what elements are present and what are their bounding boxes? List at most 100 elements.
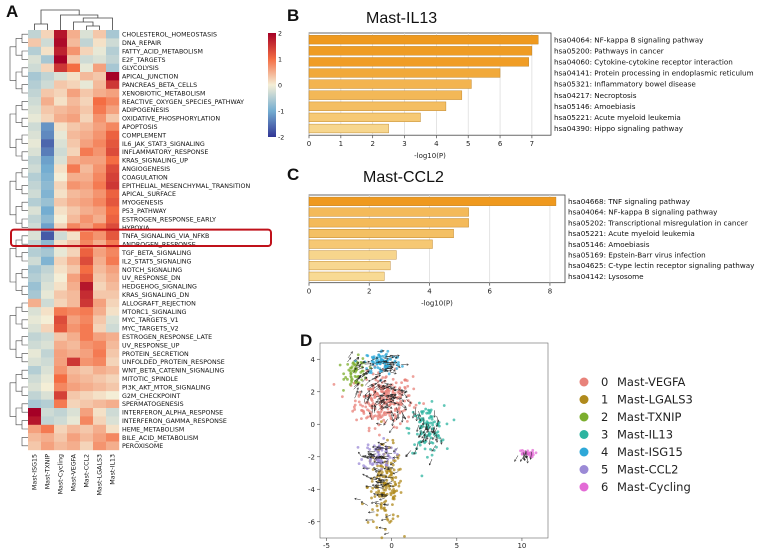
heatmap-cell (67, 214, 81, 224)
cell-dot (351, 369, 355, 373)
cell-dot (372, 356, 376, 360)
heatmap-row-label: APICAL_JUNCTION (122, 74, 179, 81)
heatmap-cell (67, 206, 81, 215)
cell-dot (368, 387, 371, 391)
velocity-arrow (381, 460, 389, 464)
heatmap-cell (93, 357, 107, 367)
velocity-arrowhead (373, 404, 376, 408)
heatmap-column-label: Mast-VEGFA (71, 453, 78, 491)
cell-dot (386, 407, 390, 411)
heatmap-cell (80, 265, 94, 274)
bar (308, 35, 539, 45)
cell-dot (427, 408, 430, 412)
cell-dot (412, 387, 416, 391)
heatmap-row-label: ESTROGEN_RESPONSE_LATE (122, 334, 212, 341)
heatmap-cell (93, 282, 107, 291)
velocity-arrowhead (378, 447, 382, 450)
velocity-arrowhead (386, 357, 390, 360)
velocity-arrowhead (385, 398, 388, 401)
panel-c-title: Mast-CCL2 (363, 169, 444, 186)
velocity-arrowhead (358, 377, 361, 380)
heatmap-cell (54, 441, 68, 451)
dendrogram-branch (21, 269, 28, 279)
heatmap-cell (106, 424, 120, 434)
velocity-arrow (420, 437, 425, 444)
heatmap-row-label: MTORC1_SIGNALING (122, 309, 187, 316)
velocity-arrow (381, 384, 389, 389)
velocity-arrowhead (366, 397, 369, 401)
cell-dot (383, 506, 386, 510)
cell-dot (396, 514, 400, 518)
velocity-arrow (385, 361, 394, 364)
cell-dot (378, 413, 382, 416)
velocity-arrowhead (392, 396, 395, 399)
cell-dot (344, 376, 348, 379)
cell-dot (373, 427, 377, 430)
cell-dot (367, 429, 371, 433)
velocity-arrowhead (386, 384, 389, 387)
velocity-arrowhead (359, 376, 362, 379)
heatmap-cell (93, 240, 107, 249)
bar-category-label: hsa05321: Inflammatory bowel disease (554, 80, 696, 89)
velocity-arrowhead (419, 427, 422, 430)
heatmap-cell (54, 63, 68, 73)
cell-dot (429, 421, 432, 425)
heatmap-cell (28, 38, 42, 47)
cell-dot (392, 468, 396, 472)
heatmap-cell (67, 382, 81, 392)
heatmap-cell (28, 315, 42, 325)
heatmap-column-label: Mast-IL13 (110, 454, 117, 485)
legend-cluster-id: 2 (601, 410, 608, 424)
cell-dot (359, 370, 363, 374)
heatmap-cell (67, 164, 81, 173)
velocity-arrowhead (367, 511, 371, 514)
velocity-arrowhead (384, 368, 388, 371)
cell-dot (364, 405, 368, 409)
velocity-arrow (389, 386, 396, 392)
velocity-arrowhead (369, 362, 373, 366)
cell-dot (377, 491, 381, 495)
velocity-arrowhead (380, 401, 383, 404)
heatmap-cell (28, 97, 42, 106)
cell-dot (365, 467, 369, 471)
velocity-arrowhead (367, 360, 371, 364)
heatmap-cell (41, 290, 55, 299)
panel-letter-c: C (287, 165, 300, 184)
heatmap-cell (80, 231, 94, 241)
cell-dot (360, 378, 364, 382)
velocity-arrow (385, 476, 393, 479)
dendrogram-branch (15, 206, 22, 224)
cell-dot (371, 463, 374, 467)
velocity-arrowhead (389, 463, 393, 466)
heatmap-cell (28, 139, 42, 148)
velocity-arrowhead (364, 518, 368, 522)
heatmap-cell (80, 223, 94, 232)
heatmap-cell (93, 114, 107, 123)
heatmap-cell (54, 231, 68, 241)
velocity-arrow (419, 430, 422, 438)
heatmap-cell (28, 88, 42, 98)
heatmap-cell (93, 55, 107, 64)
cell-dot (397, 481, 401, 485)
heatmap-cell (67, 265, 81, 274)
cell-dot (370, 479, 374, 483)
heatmap-cell (67, 88, 81, 98)
cell-dot (385, 486, 388, 490)
heatmap-cell (28, 105, 42, 115)
cell-dot (366, 443, 370, 447)
velocity-arrowhead (391, 423, 394, 427)
velocity-arrowhead (373, 485, 376, 489)
heatmap-cell (106, 315, 120, 325)
heatmap-cell (93, 172, 107, 182)
x-tick-label: 6 (487, 288, 492, 296)
velocity-arrow (385, 452, 393, 454)
heatmap-cell (80, 97, 94, 106)
heatmap-cell (106, 307, 120, 316)
velocity-arrow (387, 366, 394, 370)
cell-dot (369, 458, 372, 462)
bar (308, 79, 472, 89)
cell-dot (378, 433, 381, 437)
velocity-arrow (374, 373, 381, 375)
velocity-arrow (380, 484, 387, 486)
velocity-arrow (383, 419, 388, 426)
